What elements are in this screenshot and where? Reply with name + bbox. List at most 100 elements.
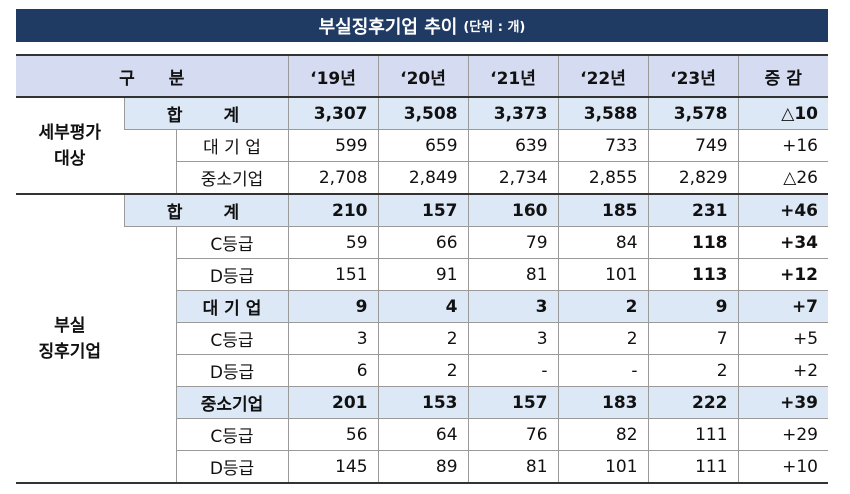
table-row: D등급 151 91 81 101 113 +12: [16, 258, 829, 291]
cell: -: [557, 354, 649, 387]
cell: 2,734: [467, 161, 559, 195]
cell: +5: [737, 322, 829, 355]
cell: +39: [737, 386, 829, 419]
cell: 91: [377, 258, 469, 291]
row-label: D등급: [175, 354, 289, 387]
cell: 64: [377, 418, 469, 451]
header-category: 구 분: [16, 54, 289, 98]
cell: 111: [647, 450, 739, 484]
table-row: 중소기업 2,708 2,849 2,734 2,855 2,829 △26: [16, 161, 829, 195]
cell: 222: [647, 386, 739, 419]
cell: 76: [467, 418, 559, 451]
cell: 749: [647, 129, 739, 162]
cell: +10: [737, 450, 829, 484]
cell: +7: [737, 290, 829, 323]
indent-cell: [124, 450, 176, 484]
cell: △26: [737, 161, 829, 195]
cell: 153: [377, 386, 469, 419]
row-label: 중소기업: [175, 386, 289, 419]
indent-cell: [124, 129, 176, 162]
row-label: D등급: [175, 258, 289, 291]
header-2020: ‘20년: [377, 54, 469, 98]
cell: +16: [737, 129, 829, 162]
cell: 2: [557, 322, 649, 355]
indent-cell: [124, 418, 176, 451]
table-row: C등급 56 64 76 82 111 +29: [16, 418, 829, 451]
cell: 56: [287, 418, 379, 451]
table-row: D등급 145 89 81 101 111 +10: [16, 450, 829, 484]
header-2022: ‘22년: [557, 54, 649, 98]
cell: 9: [647, 290, 739, 323]
cell: 2,849: [377, 161, 469, 195]
row-label: 대 기 업: [175, 290, 289, 323]
cell: 3,307: [287, 97, 379, 130]
cell: 3: [287, 322, 379, 355]
cell: 89: [377, 450, 469, 484]
table-row: 대 기 업 599 659 639 733 749 +16: [16, 129, 829, 162]
cell: 101: [557, 450, 649, 484]
cell: +34: [737, 226, 829, 259]
cell: +29: [737, 418, 829, 451]
cell: 160: [467, 194, 559, 227]
cell: 210: [287, 194, 379, 227]
group-label-distressed: 부실 징후기업: [16, 194, 124, 484]
cell: 82: [557, 418, 649, 451]
indent-cell: [124, 354, 176, 387]
row-label: 대 기 업: [175, 129, 289, 162]
indent-cell: [124, 258, 176, 291]
cell: 3: [467, 322, 559, 355]
group-label-eval-text: 세부평가 대상: [38, 122, 102, 169]
cell: 66: [377, 226, 469, 259]
cell: 733: [557, 129, 649, 162]
cell: 659: [377, 129, 469, 162]
table-row: C등급 59 66 79 84 118 +34: [16, 226, 829, 259]
row-label: C등급: [175, 322, 289, 355]
cell: 639: [467, 129, 559, 162]
row-label: 합 계: [123, 194, 289, 227]
cell: 3,588: [557, 97, 649, 130]
table-title: 부실징후기업 추이: [318, 16, 458, 38]
table-title-bar: 부실징후기업 추이 (단위 : 개): [16, 9, 828, 42]
header-2023: ‘23년: [647, 54, 739, 98]
cell: 2: [377, 354, 469, 387]
cell: 145: [287, 450, 379, 484]
group-label-distressed-text: 부실 징후기업: [38, 315, 102, 362]
cell: △10: [737, 97, 829, 130]
table-row: 부실 징후기업 합 계 210 157 160 185 231 +46: [16, 194, 829, 484]
cell: -: [467, 354, 559, 387]
cell: 3,508: [377, 97, 469, 130]
cell: 2,708: [287, 161, 379, 195]
cell: 2: [377, 322, 469, 355]
cell: 59: [287, 226, 379, 259]
cell: +2: [737, 354, 829, 387]
cell: 201: [287, 386, 379, 419]
cell: 84: [557, 226, 649, 259]
cell: 157: [377, 194, 469, 227]
table-row: 세부평가 대상 합 계 3,307 3,508 3,373 3,588 3,57…: [16, 97, 829, 195]
cell: 101: [557, 258, 649, 291]
cell: 9: [287, 290, 379, 323]
table-row: D등급 6 2 - - 2 +2: [16, 354, 829, 387]
table-row: 대 기 업 9 4 3 2 9 +7: [16, 290, 829, 323]
cell: 185: [557, 194, 649, 227]
row-label: C등급: [175, 418, 289, 451]
indent-cell: [124, 290, 176, 323]
unit-label: (단위 : 개): [463, 20, 526, 35]
cell: 6: [287, 354, 379, 387]
table-row: 중소기업 201 153 157 183 222 +39: [16, 386, 829, 419]
cell: +12: [737, 258, 829, 291]
row-label: 합 계: [123, 97, 289, 130]
cell: 231: [647, 194, 739, 227]
cell: 81: [467, 450, 559, 484]
cell: 2: [647, 354, 739, 387]
cell: 157: [467, 386, 559, 419]
row-label: 중소기업: [175, 161, 289, 195]
cell: 2,855: [557, 161, 649, 195]
cell: 183: [557, 386, 649, 419]
cell: 3,578: [647, 97, 739, 130]
cell: 118: [647, 226, 739, 259]
row-label: D등급: [175, 450, 289, 484]
cell: 2: [557, 290, 649, 323]
cell: 151: [287, 258, 379, 291]
header-row: 구 분 ‘19년 ‘20년 ‘21년 ‘22년 ‘23년 증 감: [16, 54, 829, 98]
